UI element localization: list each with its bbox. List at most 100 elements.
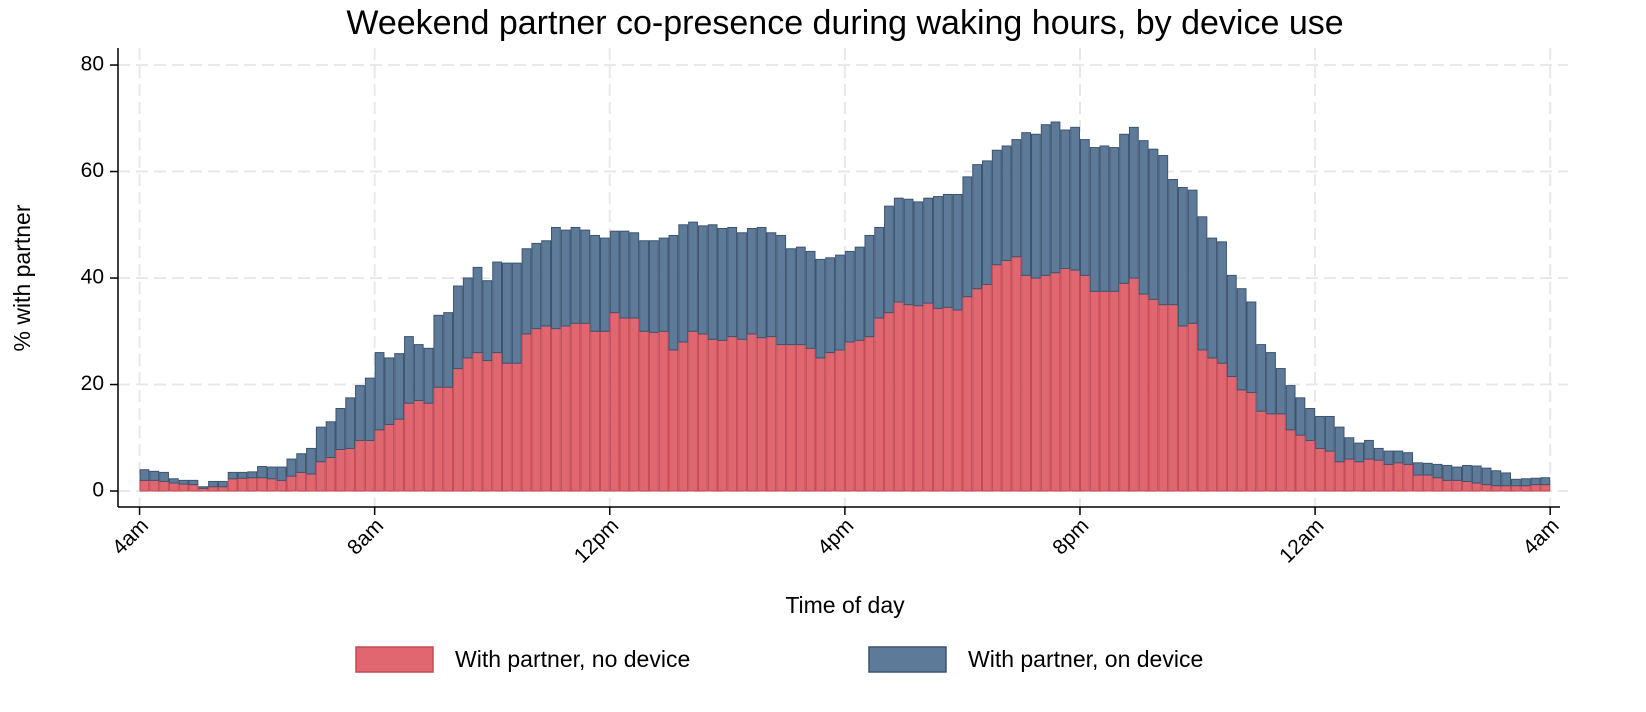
bar-segment bbox=[1295, 434, 1306, 492]
bar-segment bbox=[462, 357, 473, 492]
bar-segment bbox=[541, 240, 551, 327]
bar-segment bbox=[247, 477, 258, 492]
bar-segment bbox=[1217, 362, 1227, 492]
bar-segment bbox=[453, 368, 463, 492]
bar-segment bbox=[570, 226, 581, 324]
bar-segment bbox=[835, 254, 845, 351]
bar-segment bbox=[805, 347, 816, 492]
bar-segment bbox=[325, 456, 336, 492]
bar-segment bbox=[1511, 478, 1521, 487]
bar-segment bbox=[805, 250, 816, 349]
bar-segment bbox=[1099, 290, 1110, 492]
bar-segment bbox=[746, 228, 757, 335]
bar-segment bbox=[590, 234, 600, 332]
bar-segment bbox=[560, 325, 571, 492]
bar-segment bbox=[893, 301, 904, 492]
bar-segment bbox=[247, 471, 258, 479]
bar-segment bbox=[913, 201, 924, 307]
bar-segment bbox=[1128, 277, 1139, 492]
bar-segment bbox=[472, 352, 483, 492]
bar-segment bbox=[648, 331, 659, 492]
bar-segment bbox=[1109, 290, 1120, 492]
y-tick-label: 0 bbox=[92, 479, 104, 502]
x-tick-label: 8pm bbox=[1048, 514, 1093, 559]
bar-segment bbox=[257, 466, 267, 479]
bar-segment bbox=[776, 344, 787, 492]
bar-segment bbox=[1530, 484, 1541, 492]
bar-segment bbox=[1334, 426, 1345, 463]
bar-segment bbox=[502, 262, 512, 364]
bar-segment bbox=[884, 312, 894, 492]
bar-segment bbox=[756, 337, 767, 492]
legend-swatch bbox=[355, 646, 434, 673]
bar-segment bbox=[1354, 461, 1365, 492]
bar-segment bbox=[1070, 126, 1080, 271]
bar-segment bbox=[982, 283, 992, 492]
bar-segment bbox=[1511, 485, 1521, 492]
bar-segment bbox=[1197, 216, 1208, 351]
bar-segment bbox=[1344, 437, 1355, 460]
bar-segment bbox=[1226, 274, 1237, 378]
bar-segment bbox=[1305, 407, 1316, 441]
bar-segment bbox=[737, 232, 747, 340]
chart-title: Weekend partner co-presence during wakin… bbox=[346, 4, 1343, 42]
bar-segment bbox=[413, 344, 424, 402]
bar-segment bbox=[394, 353, 405, 420]
bar-segment bbox=[991, 264, 1002, 492]
bar-segment bbox=[1471, 482, 1482, 492]
bar-segment bbox=[335, 448, 346, 492]
bar-segment bbox=[374, 429, 385, 492]
bar-segment bbox=[1138, 293, 1149, 492]
bar-segment bbox=[423, 402, 434, 492]
bar-segment bbox=[1452, 466, 1463, 481]
bar-segment bbox=[619, 230, 630, 319]
bar-segment bbox=[795, 344, 806, 492]
bar-segment bbox=[1344, 458, 1355, 492]
bar-segment bbox=[1462, 480, 1472, 492]
bar-segment bbox=[570, 322, 581, 492]
bar-segment bbox=[1207, 237, 1218, 359]
bar-segment bbox=[482, 280, 493, 362]
bar-segment bbox=[688, 221, 698, 332]
bar-segment bbox=[1383, 463, 1394, 492]
bar-segment bbox=[1138, 140, 1149, 295]
bar-segment bbox=[159, 471, 169, 482]
bar-segment bbox=[453, 285, 463, 370]
bar-segment bbox=[815, 357, 826, 492]
bar-segment bbox=[766, 232, 777, 338]
bar-segment bbox=[913, 305, 924, 492]
bar-segment bbox=[1393, 462, 1404, 492]
bar-segment bbox=[296, 453, 307, 473]
bar-segment bbox=[1079, 139, 1090, 276]
bar-segment bbox=[149, 479, 160, 492]
bar-segment bbox=[423, 347, 434, 404]
bar-segment bbox=[188, 479, 199, 486]
bar-segment bbox=[903, 198, 914, 306]
bar-segment bbox=[1432, 463, 1443, 479]
bar-segment bbox=[1070, 269, 1080, 492]
bar-segment bbox=[266, 466, 277, 480]
bar-segment bbox=[374, 352, 385, 431]
bar-segment bbox=[1324, 450, 1335, 492]
bar-segment bbox=[923, 302, 934, 492]
bar-segment bbox=[1403, 452, 1414, 465]
bar-segment bbox=[1442, 464, 1453, 481]
bar-segment bbox=[502, 362, 512, 492]
bar-segment bbox=[1236, 288, 1247, 391]
bar-segment bbox=[795, 246, 806, 346]
bar-segment bbox=[1021, 132, 1032, 276]
bar-segment bbox=[786, 344, 796, 492]
bar-segment bbox=[952, 309, 963, 492]
bar-segment bbox=[1491, 470, 1502, 487]
bar-segment bbox=[355, 385, 365, 441]
bar-segment bbox=[443, 312, 454, 388]
bar-segment bbox=[982, 160, 992, 285]
bar-segment bbox=[1373, 459, 1384, 492]
bar-segment bbox=[335, 407, 346, 450]
bar-segment bbox=[443, 386, 454, 492]
bar-segment bbox=[1217, 241, 1227, 364]
bar-segment bbox=[550, 226, 561, 330]
bar-segment bbox=[492, 261, 503, 354]
bar-segment bbox=[257, 477, 267, 492]
bar-segment bbox=[345, 447, 356, 492]
